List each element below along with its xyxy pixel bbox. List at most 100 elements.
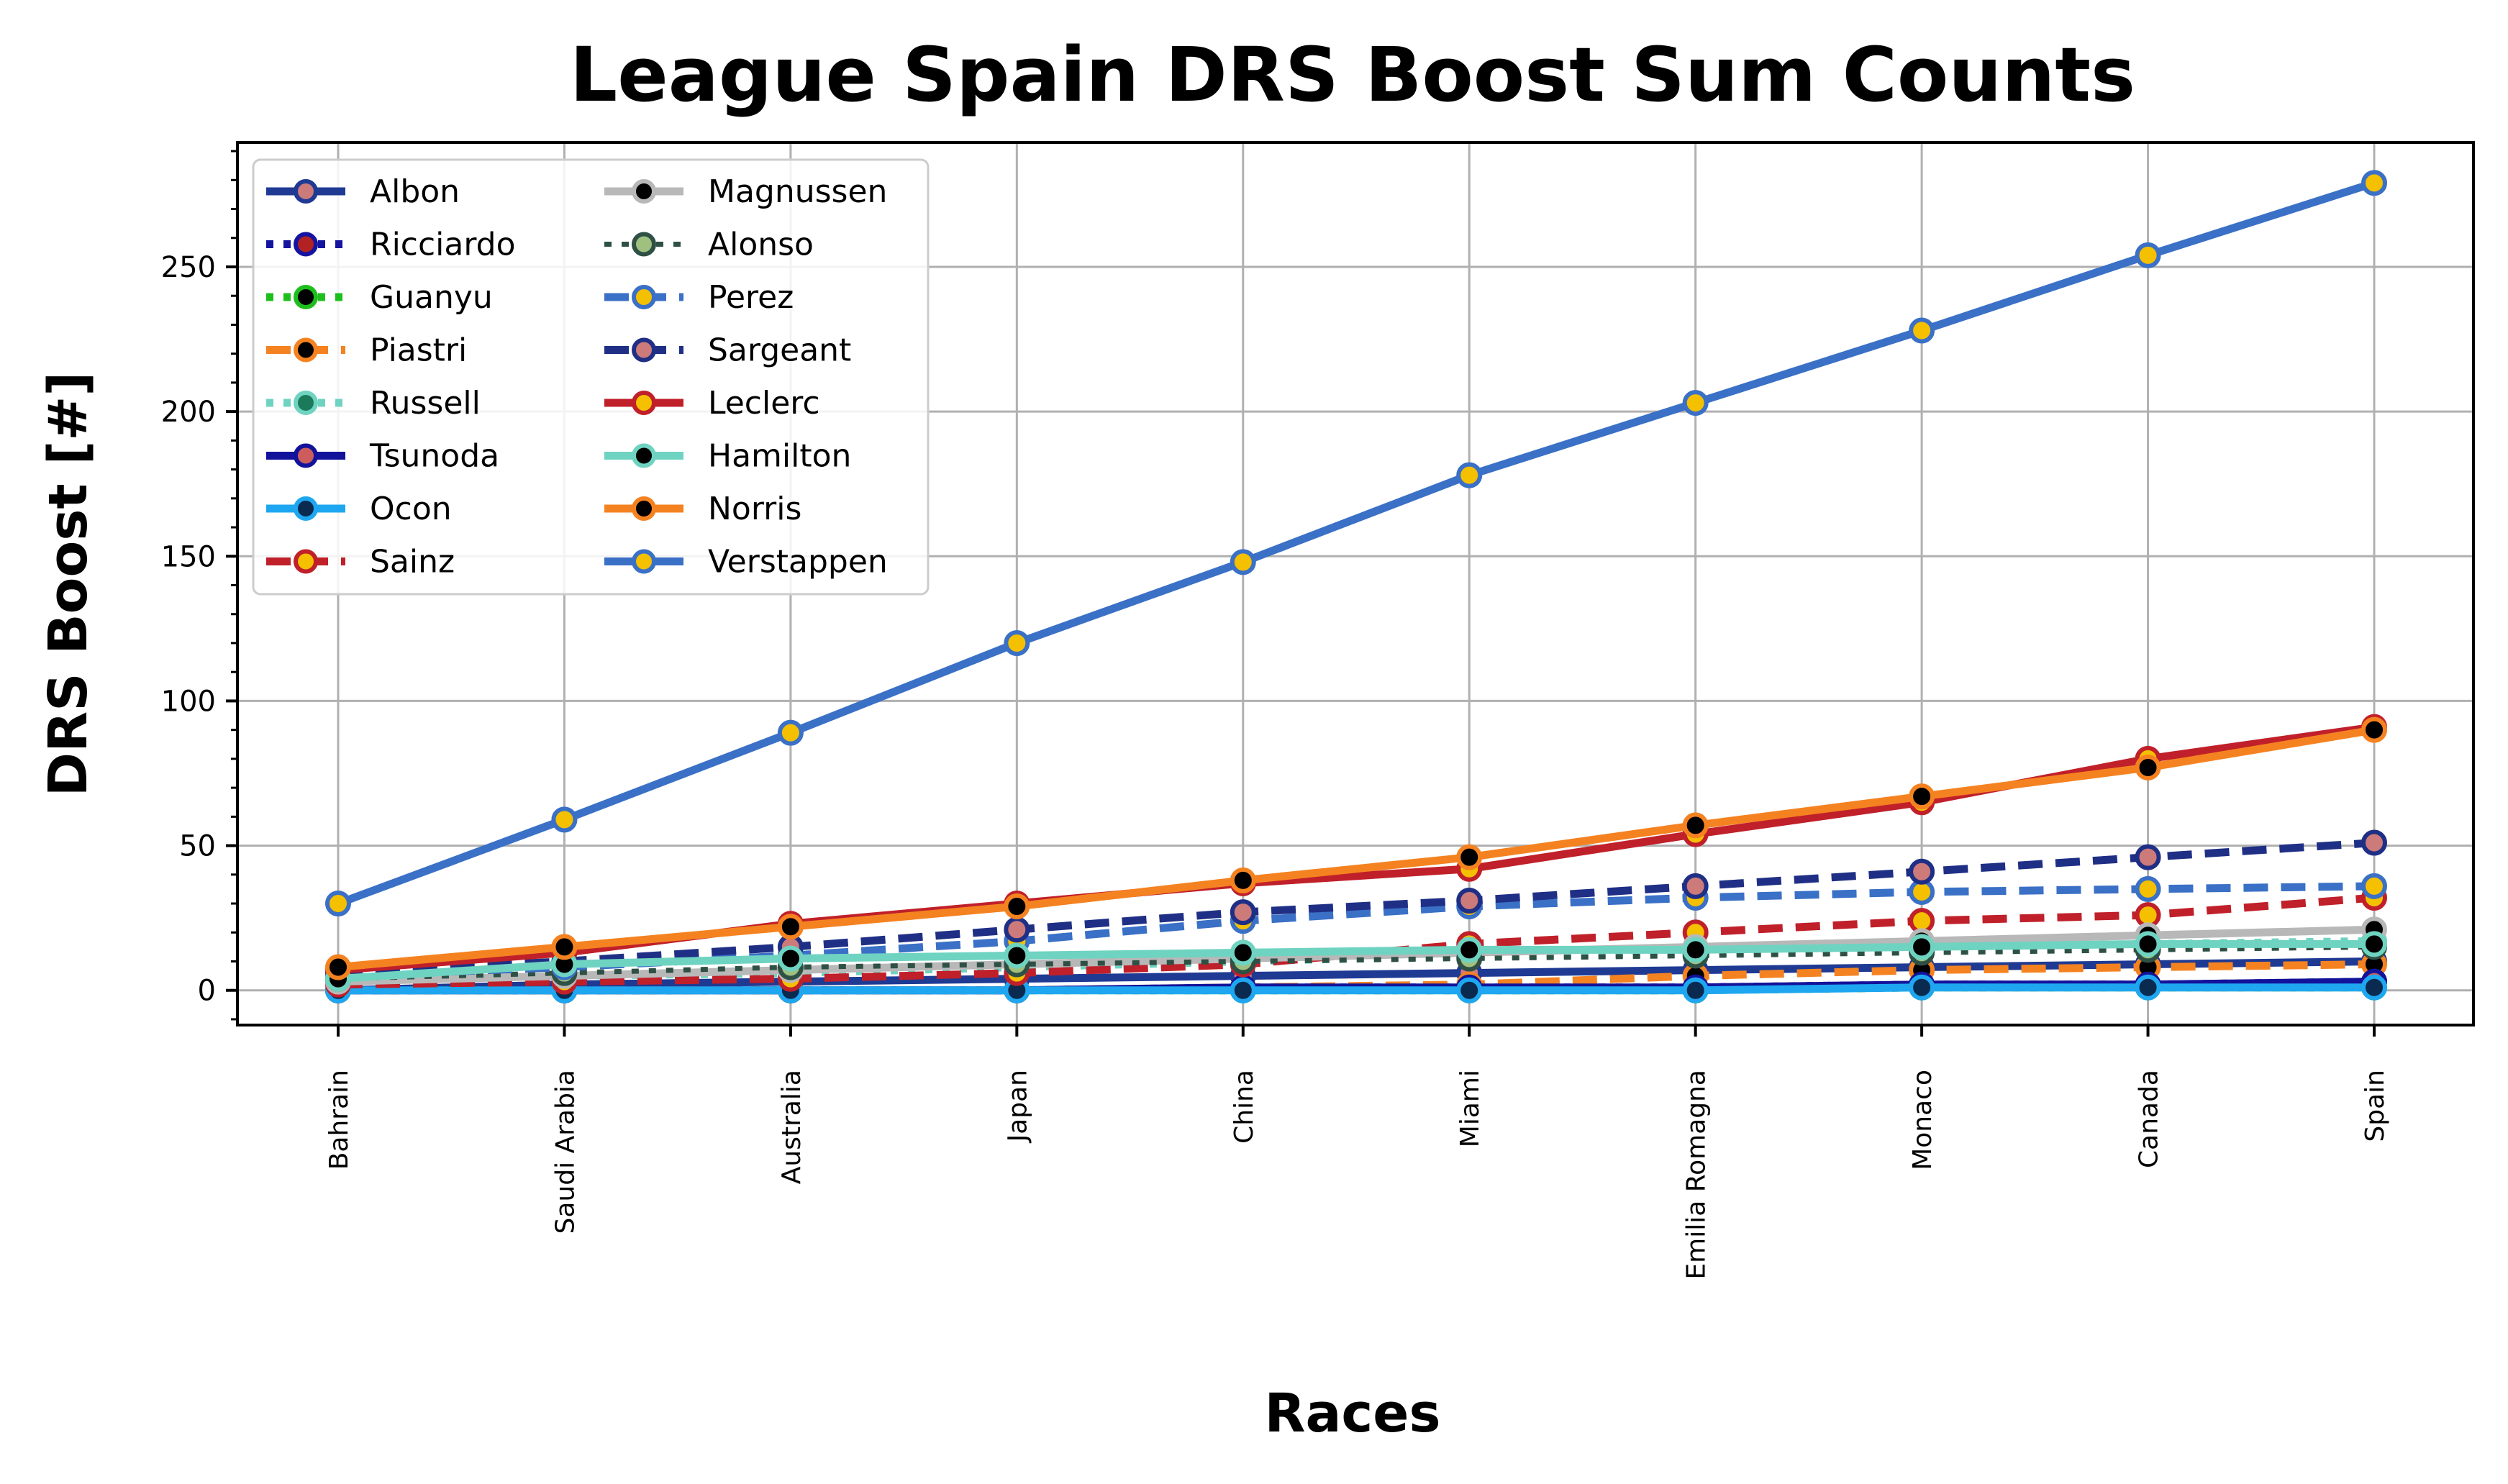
data-point [2361,829,2387,856]
legend-marker [632,179,656,204]
x-tick-label: Emilia Romagna [1682,1070,1712,1280]
data-point [1682,977,1709,1003]
data-point [1230,867,1256,893]
legend-item: Piastri [266,332,467,369]
legend-marker [294,232,318,257]
data-point [1230,549,1256,575]
series-line [337,944,2375,982]
data-point [1909,317,1935,344]
legend-label: Perez [708,279,794,316]
series-hamilton [325,931,2387,992]
plot-frame [236,141,2475,1026]
data-point [1909,974,1935,1001]
legend-label: Hamilton [708,438,851,475]
series-line [337,939,2374,983]
legend-marker [294,337,318,363]
data-point [1682,812,1709,839]
data-point [1909,783,1935,810]
legend-label: Tsunoda [369,438,499,475]
legend-item: Russell [266,385,481,422]
legend-label: Piastri [370,332,467,369]
y-tick-label: 250 [161,251,216,284]
legend-label: Verstappen [708,544,888,581]
legend-item: Ocon [266,491,452,527]
data-point [1909,858,1935,885]
data-point [1682,937,1709,963]
legend-marker [294,285,318,309]
data-point [2135,974,2161,1001]
legend-label: Alonso [708,227,814,263]
x-tick-label: Monaco [1908,1070,1937,1170]
legend-item: Magnussen [604,173,887,210]
series-line [337,925,2375,986]
data-point [1230,899,1256,926]
data-point [1230,977,1256,1003]
x-tick-label: Australia [777,1070,807,1184]
legend-item: Guanyu [266,279,493,316]
series-line [337,726,2375,972]
data-point [1682,873,1709,899]
x-tick-label: China [1230,1070,1259,1144]
legend-box [252,158,930,596]
legend-marker [632,549,656,574]
data-point [2135,875,2161,902]
data-point [777,945,804,972]
legend-label: Ocon [370,491,452,527]
y-tick-label: 0 [198,975,216,1008]
x-tick-label: Bahrain [324,1070,354,1170]
data-point [1456,844,1483,870]
data-point [777,914,804,940]
data-point [2135,754,2161,780]
legend-label: Ricciardo [370,227,516,263]
y-tick-label: 150 [161,540,216,573]
data-point [1004,942,1030,969]
data-point [1456,937,1483,963]
legend-label: Sainz [370,544,455,581]
data-point [551,806,578,833]
y-tick-label: 200 [161,396,216,429]
legend-marker [294,549,318,574]
data-point [1909,934,1935,960]
legend-label: Guanyu [370,279,493,316]
data-point [1456,462,1483,488]
legend-label: Leclerc [708,385,820,422]
legend-item: Perez [604,279,794,316]
legend-marker [632,232,656,257]
legend-item: Leclerc [604,385,820,422]
legend-marker [294,391,318,415]
data-point [1456,977,1483,1003]
legend-label: Norris [708,491,801,527]
data-point [551,934,578,960]
data-point [2135,844,2161,870]
series-line [338,983,2374,995]
y-tick-label: 100 [161,685,216,718]
legend: Albon Ricciardo Guanyu Piastri Russell Tsunod… [252,158,930,596]
legend-marker [632,496,656,521]
data-point [2361,716,2387,743]
x-tick-label: Miami [1455,1070,1485,1147]
data-point [2135,242,2161,268]
data-point [1456,888,1483,914]
series-lines [325,170,2387,1003]
data-point [777,719,804,746]
data-point [2361,873,2387,899]
series-verstappen [325,170,2387,917]
legend-label: Russell [370,385,481,422]
legend-item: Hamilton [604,438,851,475]
legend-item: Sainz [266,544,455,581]
legend-marker [632,337,656,363]
legend-label: Magnussen [708,173,887,210]
x-tick-label: Japan [1003,1070,1032,1143]
data-point [2135,931,2161,957]
x-axis-label: Races [1264,1383,1440,1444]
series-line [337,839,2375,978]
data-point [325,891,351,917]
x-tick-label: Spain [2361,1070,2390,1142]
legend-marker [294,443,318,468]
axes: 0 50 100 150 200 250 Bahrain Saudi Arabia Austra… [161,141,2475,1280]
legend-marker [294,179,318,204]
legend-marker [632,391,656,415]
legend-item: Norris [604,491,801,527]
legend-marker [632,285,656,309]
